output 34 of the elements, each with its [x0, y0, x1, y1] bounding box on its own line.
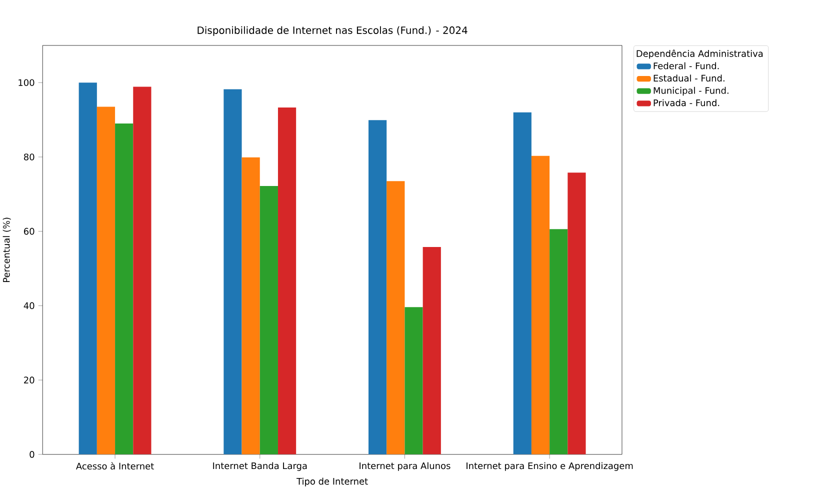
- y-tick-label: 0: [30, 451, 34, 458]
- bar: [386, 181, 405, 455]
- bar: [260, 186, 278, 455]
- legend-label: Municipal - Fund.: [654, 87, 728, 96]
- chart-title: Disponibilidade de Internet nas Escolas (Fund.) - 2024: [198, 26, 468, 36]
- legend-title: Dependência Administrativa: [636, 50, 763, 59]
- bar: [278, 108, 296, 455]
- x-tick-label: Internet para Alunos: [360, 462, 450, 472]
- bar: [550, 229, 568, 455]
- bar: [133, 86, 152, 455]
- legend-label: Privada - Fund.: [654, 99, 720, 106]
- bar: [513, 112, 532, 455]
- bar: [115, 124, 134, 455]
- y-tick-label: 80: [24, 154, 34, 161]
- bar: [568, 172, 586, 455]
- legend-label: Estadual - Fund.: [654, 74, 724, 82]
- bar: [368, 120, 387, 455]
- y-tick-label: 60: [24, 228, 34, 235]
- bar: [242, 158, 260, 455]
- legend-label: Federal - Fund.: [654, 62, 719, 70]
- bar: [422, 247, 441, 455]
- bar: [224, 89, 242, 455]
- y-axis-title: Percentual (%): [2, 218, 11, 282]
- bar: [78, 82, 97, 455]
- bar: [531, 156, 550, 455]
- x-tick-label: Acesso à Internet: [76, 462, 154, 470]
- x-tick-label: Internet para Ensino e Aprendizagem: [466, 462, 633, 472]
- y-tick-label: 40: [24, 302, 34, 310]
- x-tick-label: Internet Banda Larga: [213, 462, 307, 472]
- x-axis-title: Tipo de Internet: [296, 478, 368, 487]
- y-tick-label: 20: [24, 376, 34, 384]
- y-tick-label: 100: [18, 79, 34, 86]
- bar: [404, 307, 423, 455]
- bar: [96, 106, 116, 455]
